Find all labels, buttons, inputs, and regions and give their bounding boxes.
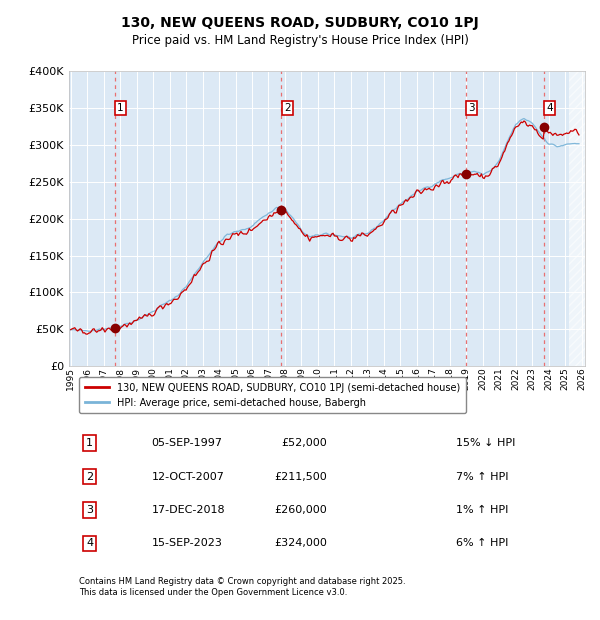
Text: Price paid vs. HM Land Registry's House Price Index (HPI): Price paid vs. HM Land Registry's House … (131, 34, 469, 47)
Text: 2: 2 (284, 103, 290, 113)
Text: 12-OCT-2007: 12-OCT-2007 (152, 472, 224, 482)
Text: 4: 4 (86, 538, 93, 548)
Text: 17-DEC-2018: 17-DEC-2018 (152, 505, 225, 515)
Text: 1% ↑ HPI: 1% ↑ HPI (456, 505, 508, 515)
Text: 2: 2 (86, 472, 93, 482)
Text: 4: 4 (547, 103, 553, 113)
Text: 7% ↑ HPI: 7% ↑ HPI (456, 472, 509, 482)
Text: £52,000: £52,000 (281, 438, 327, 448)
Text: Contains HM Land Registry data © Crown copyright and database right 2025.
This d: Contains HM Land Registry data © Crown c… (79, 577, 406, 597)
Text: 05-SEP-1997: 05-SEP-1997 (152, 438, 223, 448)
Bar (569, 71, 585, 366)
Text: 3: 3 (468, 103, 475, 113)
Text: £260,000: £260,000 (274, 505, 327, 515)
Text: 6% ↑ HPI: 6% ↑ HPI (456, 538, 508, 548)
Legend: 130, NEW QUEENS ROAD, SUDBURY, CO10 1PJ (semi-detached house), HPI: Average pric: 130, NEW QUEENS ROAD, SUDBURY, CO10 1PJ … (79, 377, 466, 414)
Text: £324,000: £324,000 (274, 538, 327, 548)
Text: 3: 3 (86, 505, 93, 515)
Text: £211,500: £211,500 (274, 472, 327, 482)
Text: 15% ↓ HPI: 15% ↓ HPI (456, 438, 515, 448)
Text: 15-SEP-2023: 15-SEP-2023 (152, 538, 223, 548)
Text: 1: 1 (86, 438, 93, 448)
Text: 130, NEW QUEENS ROAD, SUDBURY, CO10 1PJ: 130, NEW QUEENS ROAD, SUDBURY, CO10 1PJ (121, 16, 479, 30)
Text: 1: 1 (118, 103, 124, 113)
